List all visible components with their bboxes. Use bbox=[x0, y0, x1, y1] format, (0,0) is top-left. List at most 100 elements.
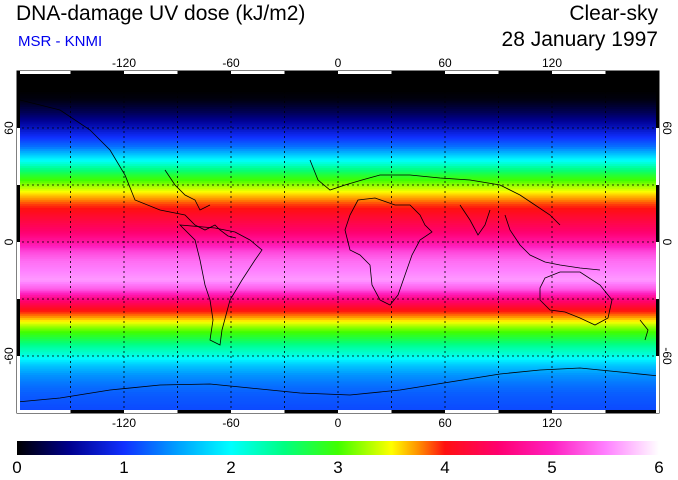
tick-label: 120 bbox=[542, 416, 562, 430]
dose-band bbox=[17, 226, 659, 230]
dose-band bbox=[17, 152, 659, 156]
tick-label: 0 bbox=[2, 238, 16, 245]
tick-label: -120 bbox=[112, 416, 136, 430]
dose-band bbox=[17, 137, 659, 140]
dose-band bbox=[17, 327, 659, 330]
dose-band bbox=[17, 323, 659, 327]
dose-band bbox=[17, 249, 659, 253]
antarctica-coast bbox=[17, 367, 659, 403]
dose-band bbox=[17, 357, 659, 361]
north-america-east-coast bbox=[164, 169, 211, 211]
dose-band bbox=[17, 143, 659, 146]
map-frame bbox=[16, 70, 660, 414]
tick-label: -60 bbox=[222, 416, 240, 430]
coastlines bbox=[17, 99, 659, 403]
dose-band bbox=[17, 209, 659, 213]
dose-band bbox=[17, 148, 659, 152]
dose-band bbox=[17, 202, 659, 205]
dose-band bbox=[17, 399, 659, 403]
colorbar-tick-label: 0 bbox=[12, 458, 22, 477]
india-coast bbox=[459, 204, 491, 236]
tick-label: 0 bbox=[335, 56, 342, 70]
tick-label: -60 bbox=[2, 347, 16, 365]
graticule bbox=[17, 71, 659, 413]
tick-label: 0 bbox=[335, 416, 342, 430]
dose-band bbox=[17, 84, 659, 87]
colorbar-tick-label: 2 bbox=[226, 458, 236, 477]
source-label: MSR - KNMI bbox=[18, 33, 103, 50]
new-zealand-coast bbox=[639, 319, 649, 341]
dose-band bbox=[17, 234, 659, 237]
dose-band bbox=[17, 131, 659, 135]
dose-band bbox=[17, 243, 659, 247]
colorbar bbox=[17, 441, 659, 455]
dose-band bbox=[17, 337, 659, 340]
south-america-coast bbox=[178, 224, 263, 346]
dose-band bbox=[17, 287, 659, 291]
dose-band bbox=[17, 348, 659, 351]
dose-band bbox=[17, 124, 659, 127]
dose-band bbox=[17, 403, 659, 406]
dose-band bbox=[17, 232, 659, 235]
colorbar-tick-label: 3 bbox=[333, 458, 343, 477]
dose-band bbox=[17, 122, 659, 125]
australia-coast bbox=[539, 271, 613, 326]
dose-band bbox=[17, 207, 659, 211]
dose-band bbox=[17, 312, 659, 315]
dose-band bbox=[17, 103, 659, 106]
dose-band bbox=[17, 183, 659, 186]
dose-band bbox=[17, 253, 659, 256]
dose-band bbox=[17, 217, 659, 220]
dose-band bbox=[17, 382, 659, 386]
dose-band bbox=[17, 318, 659, 321]
dose-band bbox=[17, 333, 659, 336]
dose-band bbox=[17, 394, 659, 397]
dose-band bbox=[17, 112, 659, 116]
tick-label: -60 bbox=[222, 56, 240, 70]
tick-label: 60 bbox=[2, 121, 16, 135]
dose-band bbox=[17, 154, 659, 158]
dose-band bbox=[17, 373, 659, 376]
dose-band bbox=[17, 314, 659, 317]
dose-band bbox=[17, 198, 659, 201]
dose-band bbox=[17, 302, 659, 306]
dose-band bbox=[17, 118, 659, 121]
colorbar-tick-label: 6 bbox=[654, 458, 664, 477]
dose-band bbox=[17, 397, 659, 401]
colorbar-tick-label: 5 bbox=[547, 458, 557, 477]
dose-band bbox=[17, 388, 659, 391]
dose-band bbox=[17, 99, 659, 102]
dose-band bbox=[17, 376, 659, 380]
dose-band bbox=[17, 194, 659, 197]
dose-band bbox=[17, 392, 659, 395]
dose-band bbox=[17, 158, 659, 161]
colorbar-tick-label: 1 bbox=[119, 458, 129, 477]
dose-band bbox=[17, 213, 659, 216]
dose-band bbox=[17, 133, 659, 137]
dose-band bbox=[17, 297, 659, 300]
tick-label: 60 bbox=[660, 121, 674, 135]
date-label: 28 January 1997 bbox=[501, 28, 658, 51]
dose-band bbox=[17, 281, 659, 285]
dose-band bbox=[17, 363, 659, 367]
dose-band bbox=[17, 262, 659, 266]
dose-band bbox=[17, 186, 659, 190]
tick-label: 0 bbox=[660, 239, 674, 246]
tick-label: 60 bbox=[438, 56, 452, 70]
dose-band bbox=[17, 268, 659, 272]
dose-band bbox=[17, 97, 659, 101]
dose-band bbox=[17, 192, 659, 196]
dose-band bbox=[17, 369, 659, 372]
dose-band bbox=[17, 223, 659, 226]
dose-band bbox=[17, 342, 659, 346]
dose-band bbox=[17, 354, 659, 357]
dose-band bbox=[17, 107, 659, 110]
dose-band bbox=[17, 378, 659, 382]
dose-band bbox=[17, 272, 659, 275]
indonesia-coast bbox=[504, 214, 601, 271]
dose-band bbox=[17, 204, 659, 207]
dose-band bbox=[17, 259, 659, 262]
dose-band bbox=[17, 293, 659, 296]
dose-band bbox=[17, 147, 659, 150]
